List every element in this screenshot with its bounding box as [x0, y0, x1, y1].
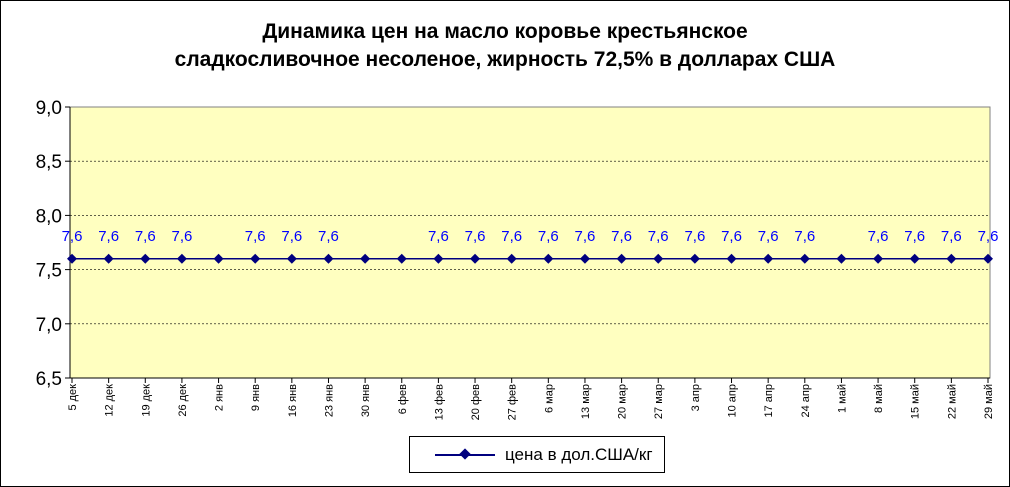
data-label: 7,6 — [904, 228, 925, 245]
x-tick-label: 27 мар — [653, 384, 665, 419]
x-tick-label: 23 янв — [323, 384, 335, 417]
data-label: 7,6 — [98, 228, 119, 245]
data-point — [250, 253, 261, 264]
data-label: 7,6 — [428, 228, 449, 245]
x-tick-label: 2 янв — [214, 384, 226, 411]
x-tick-label: 3 апр — [690, 384, 702, 411]
data-point — [176, 253, 187, 264]
x-tick-label: 13 мар — [580, 384, 592, 419]
data-point — [946, 253, 957, 264]
data-point — [579, 253, 590, 264]
plot-area — [69, 106, 991, 379]
data-label: 7,6 — [245, 228, 266, 245]
data-label: 7,6 — [758, 228, 779, 245]
data-point — [616, 253, 627, 264]
data-label: 7,6 — [648, 228, 669, 245]
x-tick-label: 12 дек — [104, 384, 116, 417]
data-label: 7,6 — [721, 228, 742, 245]
data-label: 7,6 — [575, 228, 596, 245]
data-point — [726, 253, 737, 264]
x-tick-label: 6 фев — [397, 384, 409, 414]
x-tick-label: 29 май — [983, 384, 995, 419]
x-tick-label: 10 апр — [727, 384, 739, 417]
x-tick-label: 22 май — [946, 384, 958, 419]
x-tick-label: 27 фев — [507, 384, 519, 420]
chart-title-line-1: Динамика цен на масло коровье крестьянск… — [262, 20, 748, 43]
x-tick-label: 6 мар — [543, 384, 555, 413]
data-label: 7,6 — [318, 228, 339, 245]
x-tick-label: 20 мар — [617, 384, 629, 419]
data-point — [433, 253, 444, 264]
data-point — [396, 253, 407, 264]
data-point — [323, 253, 334, 264]
data-point — [983, 253, 993, 264]
x-tick-label: 9 янв — [250, 384, 262, 411]
x-tick-label: 24 апр — [800, 384, 812, 417]
data-label: 7,6 — [611, 228, 632, 245]
data-label: 7,6 — [941, 228, 962, 245]
data-label: 7,6 — [501, 228, 522, 245]
data-label: 7,6 — [171, 228, 192, 245]
legend-series-marker — [459, 448, 471, 460]
x-tick-label: 8 май — [873, 384, 885, 413]
data-point — [103, 253, 114, 264]
y-tick-label: 7,0 — [36, 315, 62, 336]
y-tick-label: 6,5 — [36, 369, 62, 390]
x-tick-label: 30 янв — [360, 384, 372, 417]
y-tick-label: 9,0 — [36, 98, 62, 119]
data-label: 7,6 — [868, 228, 889, 245]
y-tick-label: 8,0 — [36, 206, 62, 227]
data-point — [543, 253, 554, 264]
data-point — [763, 253, 774, 264]
chart-title-line-2: сладкосливочное несоленое, жирность 72,5… — [174, 48, 836, 71]
y-tick-label: 8,5 — [36, 152, 62, 173]
data-point — [799, 253, 810, 264]
data-point — [140, 253, 151, 264]
data-point — [909, 253, 920, 264]
data-point — [67, 253, 77, 264]
data-point — [689, 253, 700, 264]
x-tick-label: 1 май — [836, 384, 848, 413]
data-point — [360, 253, 371, 264]
data-label: 7,6 — [978, 228, 999, 245]
data-point — [506, 253, 517, 264]
data-point — [653, 253, 664, 264]
data-point — [836, 253, 847, 264]
data-label: 7,6 — [538, 228, 559, 245]
data-point — [873, 253, 884, 264]
chart-title: Динамика цен на масло коровье крестьянск… — [0, 18, 1010, 74]
x-tick-label: 19 дек — [140, 384, 152, 417]
legend: цена в дол.США/кг — [409, 436, 665, 473]
x-tick-label: 16 янв — [287, 384, 299, 417]
data-label: 7,6 — [465, 228, 486, 245]
data-label: 7,6 — [684, 228, 705, 245]
data-label: 7,6 — [62, 228, 83, 245]
data-point — [286, 253, 297, 264]
x-tick-label: 13 фев — [433, 384, 445, 420]
data-point — [470, 253, 481, 264]
y-tick-label: 7,5 — [36, 261, 62, 282]
data-label: 7,6 — [135, 228, 156, 245]
data-point — [213, 253, 224, 264]
x-tick-label: 5 дек — [67, 384, 79, 411]
x-tick-label: 15 май — [910, 384, 922, 419]
data-label: 7,6 — [281, 228, 302, 245]
legend-series-label: цена в дол.США/кг — [505, 445, 653, 464]
x-tick-label: 20 фев — [470, 384, 482, 420]
data-label: 7,6 — [794, 228, 815, 245]
x-tick-label: 26 дек — [177, 384, 189, 417]
x-tick-label: 17 апр — [763, 384, 775, 417]
